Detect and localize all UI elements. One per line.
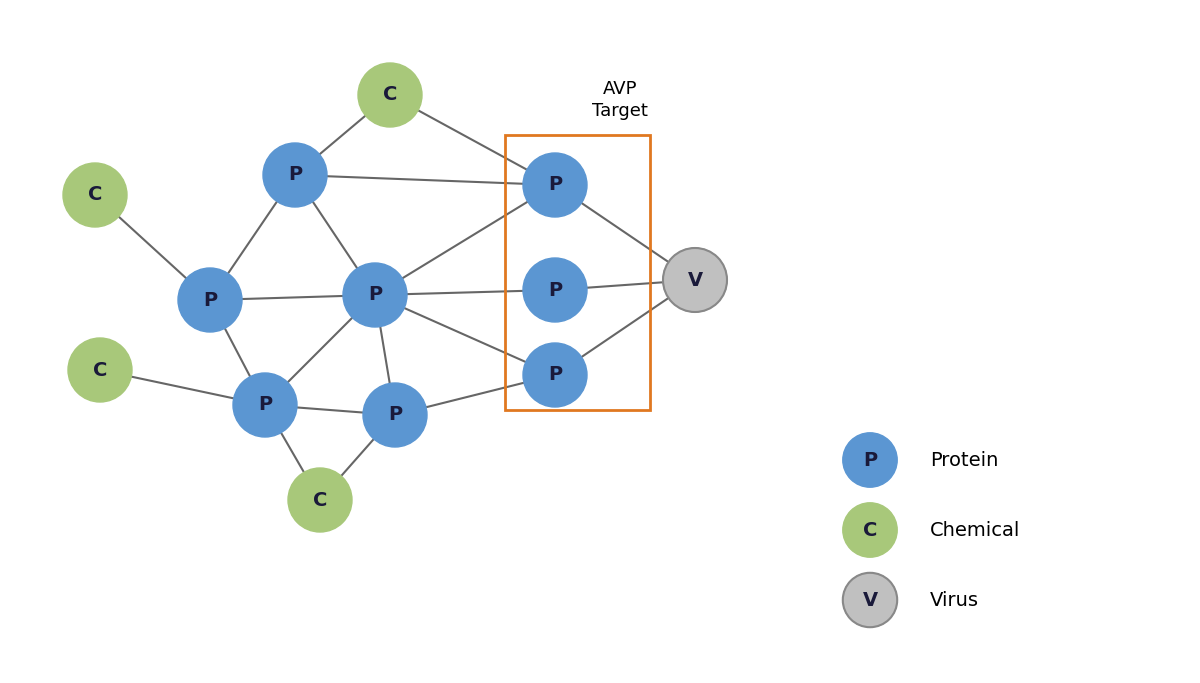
Circle shape xyxy=(364,383,427,447)
Text: AVP
Target: AVP Target xyxy=(592,80,648,120)
Circle shape xyxy=(523,153,587,217)
Circle shape xyxy=(842,433,898,487)
Text: C: C xyxy=(313,490,328,510)
Text: Virus: Virus xyxy=(930,591,979,609)
Circle shape xyxy=(358,63,422,127)
Text: C: C xyxy=(92,361,107,380)
Text: C: C xyxy=(863,520,877,540)
Circle shape xyxy=(288,468,352,532)
Circle shape xyxy=(68,338,132,402)
Text: P: P xyxy=(548,176,562,195)
Text: C: C xyxy=(383,85,397,104)
Circle shape xyxy=(842,573,898,627)
Text: P: P xyxy=(388,406,402,425)
Circle shape xyxy=(233,373,298,437)
Text: P: P xyxy=(368,285,382,305)
Bar xyxy=(505,135,650,410)
Text: Protein: Protein xyxy=(930,451,998,469)
Text: P: P xyxy=(203,290,217,309)
Circle shape xyxy=(178,268,242,332)
Text: V: V xyxy=(688,270,702,290)
Text: P: P xyxy=(258,395,272,415)
Circle shape xyxy=(662,248,727,312)
Circle shape xyxy=(842,503,898,557)
Text: C: C xyxy=(88,186,102,204)
Circle shape xyxy=(263,143,326,207)
Circle shape xyxy=(523,258,587,322)
Text: V: V xyxy=(863,591,877,609)
Text: P: P xyxy=(548,365,562,385)
Circle shape xyxy=(64,163,127,227)
Circle shape xyxy=(343,263,407,327)
Text: P: P xyxy=(288,165,302,184)
Circle shape xyxy=(523,343,587,407)
Text: P: P xyxy=(863,451,877,469)
Text: P: P xyxy=(548,281,562,300)
Text: Chemical: Chemical xyxy=(930,520,1020,540)
